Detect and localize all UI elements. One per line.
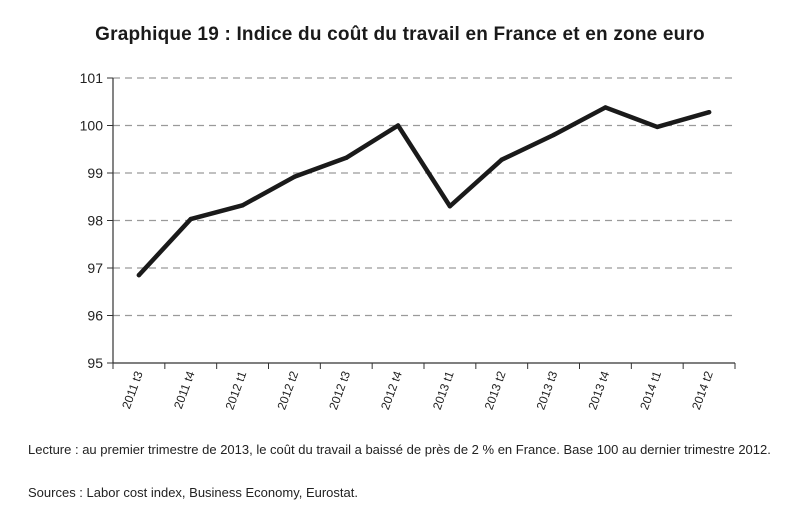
x-tick-label: 2013 t3 bbox=[534, 369, 561, 412]
x-tick-label: 2012 t3 bbox=[326, 369, 353, 412]
x-tick-labels: 2011 t3 2011 t4 2012 t1 2012 t2 2012 t3 2012 … bbox=[119, 369, 716, 412]
data-point bbox=[344, 155, 349, 160]
x-tick-label: 2013 t4 bbox=[585, 369, 612, 412]
axes bbox=[107, 77, 736, 369]
x-tick-label: 2012 t2 bbox=[274, 369, 301, 412]
data-point bbox=[395, 123, 401, 128]
data-point bbox=[706, 110, 712, 115]
data-point bbox=[240, 203, 245, 208]
series-layer bbox=[136, 105, 712, 278]
y-tick-label: 97 bbox=[87, 260, 103, 276]
y-tick-label: 100 bbox=[80, 118, 104, 134]
gridlines bbox=[113, 77, 735, 317]
x-tick-label: 2011 t3 bbox=[119, 369, 146, 411]
y-tick-labels: 95 96 97 98 99 100 101 bbox=[80, 70, 104, 371]
x-tick-label: 2013 t1 bbox=[430, 369, 457, 412]
data-point bbox=[292, 174, 297, 179]
y-tick-label: 99 bbox=[87, 165, 103, 181]
x-tick-label: 2013 t2 bbox=[482, 369, 509, 412]
y-tick-label: 96 bbox=[87, 308, 103, 324]
x-tick-label: 2012 t4 bbox=[378, 369, 405, 412]
x-tick-label: 2011 t4 bbox=[171, 369, 198, 411]
x-tick-label: 2014 t1 bbox=[637, 369, 664, 412]
chart-title: Graphique 19 : Indice du coût du travail… bbox=[95, 24, 705, 45]
reading-note: Lecture : au premier trimestre de 2013, … bbox=[28, 442, 771, 457]
data-point bbox=[447, 204, 453, 209]
data-point bbox=[551, 132, 556, 138]
data-point bbox=[136, 272, 142, 278]
series-line bbox=[136, 105, 712, 278]
y-tick-label: 101 bbox=[80, 70, 104, 86]
data-point bbox=[499, 157, 504, 162]
data-point bbox=[188, 216, 193, 222]
data-point bbox=[603, 105, 608, 110]
sources-note: Sources : Labor cost index, Business Eco… bbox=[28, 485, 358, 500]
y-tick-label: 95 bbox=[87, 355, 103, 371]
x-tick-label: 2014 t2 bbox=[689, 369, 716, 412]
x-tick-label: 2012 t1 bbox=[223, 369, 250, 412]
y-tick-label: 98 bbox=[87, 213, 103, 229]
data-point bbox=[655, 124, 660, 130]
